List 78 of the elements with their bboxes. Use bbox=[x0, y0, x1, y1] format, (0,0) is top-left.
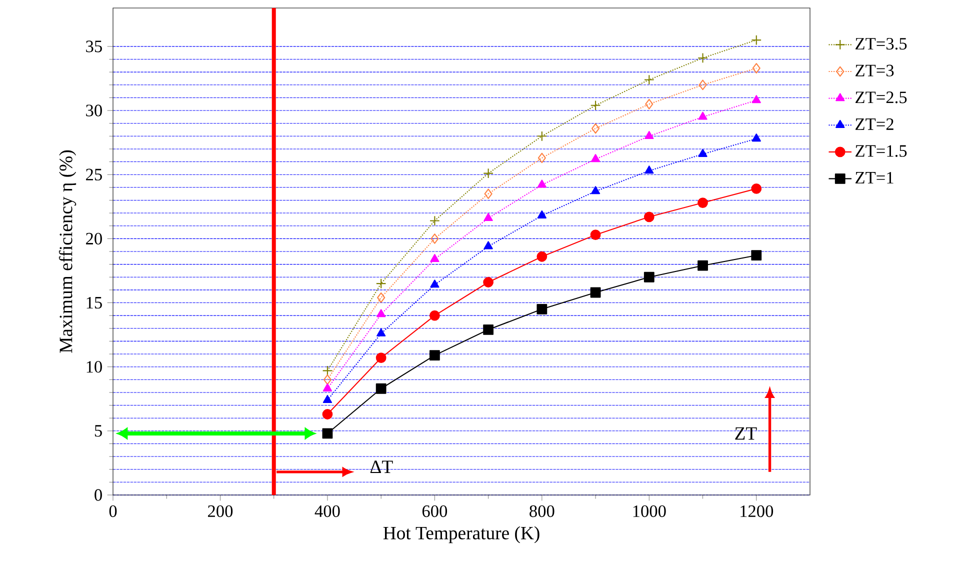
point bbox=[698, 112, 708, 120]
point bbox=[322, 428, 333, 439]
point bbox=[644, 212, 654, 222]
point bbox=[536, 304, 548, 314]
y-tick-label: 35 bbox=[86, 40, 102, 52]
point bbox=[751, 34, 762, 46]
point bbox=[429, 350, 440, 360]
point bbox=[430, 254, 440, 262]
point bbox=[751, 183, 762, 194]
point bbox=[537, 210, 546, 218]
y-axis-title: Maximum efficiency η (%) bbox=[58, 150, 76, 353]
point bbox=[322, 394, 332, 404]
point bbox=[538, 152, 546, 164]
point bbox=[698, 198, 708, 208]
point bbox=[430, 233, 439, 244]
point bbox=[377, 292, 386, 303]
y-tick-label: 20 bbox=[86, 232, 102, 245]
legend-label: ZT=1 bbox=[856, 172, 894, 184]
point bbox=[752, 95, 761, 104]
x-tick-label: 1000 bbox=[633, 505, 666, 518]
y-tick-label: 10 bbox=[86, 360, 102, 373]
x-tick-label: 800 bbox=[530, 505, 554, 518]
x-tick-label: 400 bbox=[314, 505, 340, 518]
point bbox=[698, 260, 708, 271]
point bbox=[376, 352, 386, 364]
point bbox=[537, 180, 546, 188]
legend-label: ZT=3.5 bbox=[856, 38, 907, 50]
y-tick-label: 0 bbox=[94, 489, 102, 501]
annotation: ZT bbox=[735, 427, 757, 440]
point bbox=[376, 278, 386, 289]
x-tick-label: 0 bbox=[109, 505, 117, 518]
point bbox=[590, 100, 601, 111]
y-tick-label: 30 bbox=[86, 104, 102, 116]
point bbox=[429, 216, 440, 226]
point bbox=[698, 148, 708, 157]
point bbox=[644, 166, 654, 174]
point bbox=[376, 309, 386, 318]
x-tick-label: 1200 bbox=[740, 505, 774, 518]
x-axis-title: Hot Temperature (K) bbox=[383, 526, 540, 544]
point bbox=[644, 74, 654, 85]
point bbox=[483, 277, 494, 288]
point bbox=[698, 52, 708, 64]
point bbox=[322, 383, 332, 392]
point bbox=[376, 328, 386, 336]
point bbox=[645, 98, 654, 110]
y-tick-label: 15 bbox=[86, 296, 102, 309]
point bbox=[644, 272, 654, 282]
point bbox=[751, 250, 762, 261]
point bbox=[590, 230, 601, 240]
point bbox=[590, 287, 601, 298]
x-tick-label: 600 bbox=[422, 505, 448, 518]
legend-label: ZT=2.5 bbox=[856, 92, 907, 104]
point bbox=[536, 251, 548, 262]
point bbox=[322, 365, 333, 376]
point bbox=[698, 80, 707, 90]
point bbox=[590, 154, 600, 162]
point bbox=[322, 409, 333, 420]
point bbox=[429, 310, 440, 321]
x-tick-label: 200 bbox=[208, 505, 233, 518]
point bbox=[483, 168, 494, 179]
point bbox=[484, 212, 493, 222]
legend-label: ZT=1.5 bbox=[856, 145, 907, 157]
point bbox=[484, 241, 493, 250]
point bbox=[752, 63, 760, 74]
point bbox=[376, 383, 386, 394]
point bbox=[592, 123, 600, 134]
point bbox=[430, 280, 440, 288]
point bbox=[644, 130, 654, 140]
point bbox=[483, 324, 494, 335]
point bbox=[536, 130, 548, 142]
point bbox=[323, 374, 332, 385]
point bbox=[590, 186, 600, 194]
y-tick-label: 5 bbox=[94, 425, 102, 437]
y-tick-label: 25 bbox=[86, 168, 102, 180]
legend-label: ZT=2 bbox=[856, 118, 894, 130]
legend-label: ZT=3 bbox=[856, 64, 894, 76]
point bbox=[752, 134, 761, 142]
point bbox=[484, 188, 492, 200]
